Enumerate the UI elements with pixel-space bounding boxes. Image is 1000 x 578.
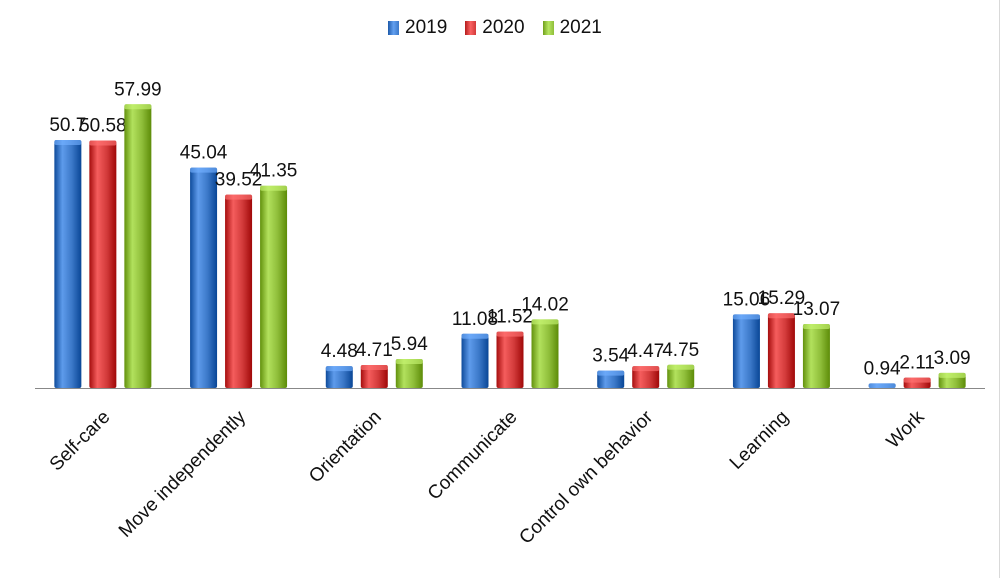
bar-cap-2021-4 xyxy=(667,364,695,370)
category-label-3: Communicate xyxy=(424,407,522,505)
data-label-2019-2: 4.48 xyxy=(321,341,358,362)
category-label-1: Move independently xyxy=(115,406,250,541)
bar-cap-2021-3 xyxy=(531,319,559,325)
bar-cap-2019-1 xyxy=(190,167,218,173)
data-label-2021-3: 14.02 xyxy=(521,294,569,315)
bar-cap-2020-6 xyxy=(903,377,931,383)
category-label-0: Self-care xyxy=(46,407,115,476)
legend-swatch-2019 xyxy=(388,21,399,35)
category-label-2: Orientation xyxy=(305,407,386,488)
bar-cap-2019-6 xyxy=(868,383,896,388)
bar-2020-5 xyxy=(767,313,795,388)
category-label-4: Control own behavior xyxy=(515,406,657,548)
bar-2019-5 xyxy=(732,314,760,388)
bar-cap-2019-2 xyxy=(325,366,353,372)
bar-2020-2 xyxy=(360,364,388,388)
data-label-2020-5: 15.29 xyxy=(758,288,806,309)
data-label-2019-0: 50.7 xyxy=(49,115,86,136)
data-label-2020-4: 4.47 xyxy=(627,341,664,362)
data-label-2021-2: 5.94 xyxy=(391,334,428,355)
bar-cap-2020-1 xyxy=(225,194,253,200)
bar-2021-3 xyxy=(531,319,559,388)
data-label-2019-4: 3.54 xyxy=(592,346,629,367)
bar-2021-1 xyxy=(260,185,288,388)
category-label-6: Work xyxy=(883,406,929,452)
data-label-2021-4: 4.75 xyxy=(662,340,699,361)
data-label-2019-1: 45.04 xyxy=(180,143,228,164)
legend-label-2019: 2019 xyxy=(405,17,448,38)
legend-item-2021: 2021 xyxy=(542,17,602,39)
bar-2020-1 xyxy=(225,194,253,388)
legend-label-2021: 2021 xyxy=(559,17,602,38)
bar-cap-2019-0 xyxy=(54,139,82,145)
bar-2020-0 xyxy=(89,140,117,388)
data-label-2020-3: 11.52 xyxy=(487,307,533,328)
legend-label-2020: 2020 xyxy=(482,17,525,38)
bar-cap-2020-3 xyxy=(496,331,524,337)
legend-item-2019: 2019 xyxy=(388,17,447,39)
bar-2019-0 xyxy=(54,139,82,388)
bar-2021-5 xyxy=(802,324,830,388)
data-label-2020-6: 2.11 xyxy=(899,353,935,374)
data-label-2019-3: 11.08 xyxy=(452,309,498,330)
bar-cap-2021-0 xyxy=(124,104,152,110)
bar-cap-2020-0 xyxy=(89,140,117,146)
legend-swatch-2021 xyxy=(542,21,554,35)
category-label-5: Learning xyxy=(726,407,793,474)
data-label-2020-1: 39.52 xyxy=(215,170,263,191)
bar-2020-3 xyxy=(496,331,524,388)
bar-cap-2019-4 xyxy=(597,370,625,376)
data-label-2021-5: 13.07 xyxy=(793,299,841,320)
bar-cap-2020-2 xyxy=(360,364,388,370)
bar-2021-0 xyxy=(124,104,152,388)
bar-2020-4 xyxy=(632,366,660,388)
bar-2021-2 xyxy=(395,358,423,388)
bar-cap-2020-5 xyxy=(767,313,795,319)
bar-cap-2021-6 xyxy=(938,372,966,378)
bar-2019-1 xyxy=(190,167,218,388)
legend-swatch-2020 xyxy=(465,21,477,35)
bar-cap-2021-5 xyxy=(802,324,830,330)
bar-2019-2 xyxy=(325,366,353,388)
bar-cap-2020-4 xyxy=(632,366,660,372)
data-label-2021-0: 57.99 xyxy=(114,79,162,100)
data-label-2021-1: 41.35 xyxy=(250,161,298,182)
data-label-2019-5: 15.06 xyxy=(723,289,771,310)
data-label-2020-0: 50.58 xyxy=(79,116,127,137)
data-label-2021-6: 3.09 xyxy=(934,348,971,369)
bar-cap-2021-2 xyxy=(395,358,423,364)
bar-cap-2019-5 xyxy=(732,314,760,320)
data-label-2019-6: 0.94 xyxy=(864,358,901,379)
bar-cap-2021-1 xyxy=(260,185,288,191)
data-label-2020-2: 4.71 xyxy=(356,340,393,361)
bar-2019-3 xyxy=(461,333,489,388)
bar-2021-4 xyxy=(667,364,695,388)
bar-cap-2019-3 xyxy=(461,333,489,339)
chart-legend: 2019 2020 2021 xyxy=(388,17,620,39)
legend-item-2020: 2020 xyxy=(465,17,525,39)
